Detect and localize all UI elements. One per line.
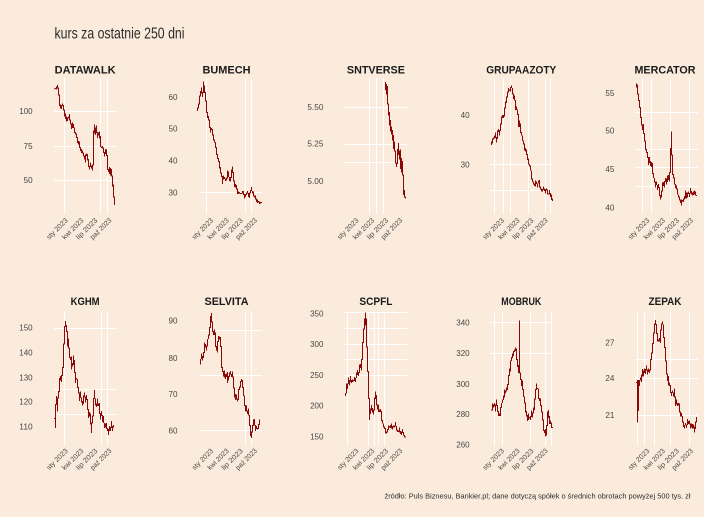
svg-text:5.25: 5.25 — [307, 139, 323, 149]
svg-text:21: 21 — [605, 410, 614, 420]
svg-text:40: 40 — [169, 156, 178, 166]
svg-text:340: 340 — [456, 318, 470, 328]
svg-text:50: 50 — [24, 175, 33, 185]
svg-text:250: 250 — [310, 370, 324, 380]
svg-text:45: 45 — [605, 164, 614, 174]
svg-text:40: 40 — [605, 202, 614, 212]
svg-text:100: 100 — [19, 106, 33, 116]
svg-text:200: 200 — [310, 401, 324, 411]
svg-text:BUMECH: BUMECH — [203, 65, 251, 77]
svg-text:60: 60 — [169, 426, 178, 436]
svg-text:SELVITA: SELVITA — [205, 296, 249, 308]
svg-text:MOBRUK: MOBRUK — [501, 296, 541, 308]
svg-text:150: 150 — [310, 432, 324, 442]
svg-text:90: 90 — [169, 315, 178, 325]
svg-text:ZEPAK: ZEPAK — [649, 296, 682, 308]
svg-text:50: 50 — [169, 124, 178, 134]
svg-text:70: 70 — [169, 389, 178, 399]
svg-text:24: 24 — [605, 373, 614, 383]
svg-text:5.00: 5.00 — [307, 176, 323, 186]
svg-text:5.50: 5.50 — [307, 102, 323, 112]
svg-text:GRUPAAZOTY: GRUPAAZOTY — [486, 65, 557, 77]
svg-text:55: 55 — [605, 88, 614, 98]
svg-text:350: 350 — [310, 308, 324, 318]
svg-text:150: 150 — [19, 323, 33, 333]
svg-text:140: 140 — [19, 348, 33, 358]
svg-text:DATAWALK: DATAWALK — [55, 65, 116, 77]
svg-text:130: 130 — [19, 373, 33, 383]
svg-text:MERCATOR: MERCATOR — [635, 65, 696, 77]
svg-text:300: 300 — [456, 379, 470, 389]
svg-text:30: 30 — [461, 160, 470, 170]
svg-text:110: 110 — [19, 422, 33, 432]
svg-text:SCPFL: SCPFL — [359, 296, 392, 308]
svg-text:80: 80 — [169, 353, 178, 363]
svg-text:27: 27 — [605, 337, 614, 347]
svg-text:KGHM: KGHM — [71, 296, 100, 308]
svg-text:260: 260 — [456, 440, 470, 450]
svg-text:30: 30 — [169, 187, 178, 197]
svg-text:120: 120 — [19, 397, 33, 407]
svg-text:kurs za ostatnie 250 dni: kurs za ostatnie 250 dni — [55, 26, 185, 43]
svg-text:50: 50 — [605, 126, 614, 136]
svg-text:320: 320 — [456, 348, 470, 358]
svg-text:280: 280 — [456, 409, 470, 419]
svg-text:60: 60 — [169, 92, 178, 102]
svg-text:SNTVERSE: SNTVERSE — [347, 65, 405, 77]
svg-text:źródło: Puls Biznesu, Bankier.: źródło: Puls Biznesu, Bankier.pl; dane d… — [385, 492, 691, 501]
svg-text:300: 300 — [310, 339, 324, 349]
svg-text:75: 75 — [24, 141, 33, 151]
svg-text:40: 40 — [461, 110, 470, 120]
